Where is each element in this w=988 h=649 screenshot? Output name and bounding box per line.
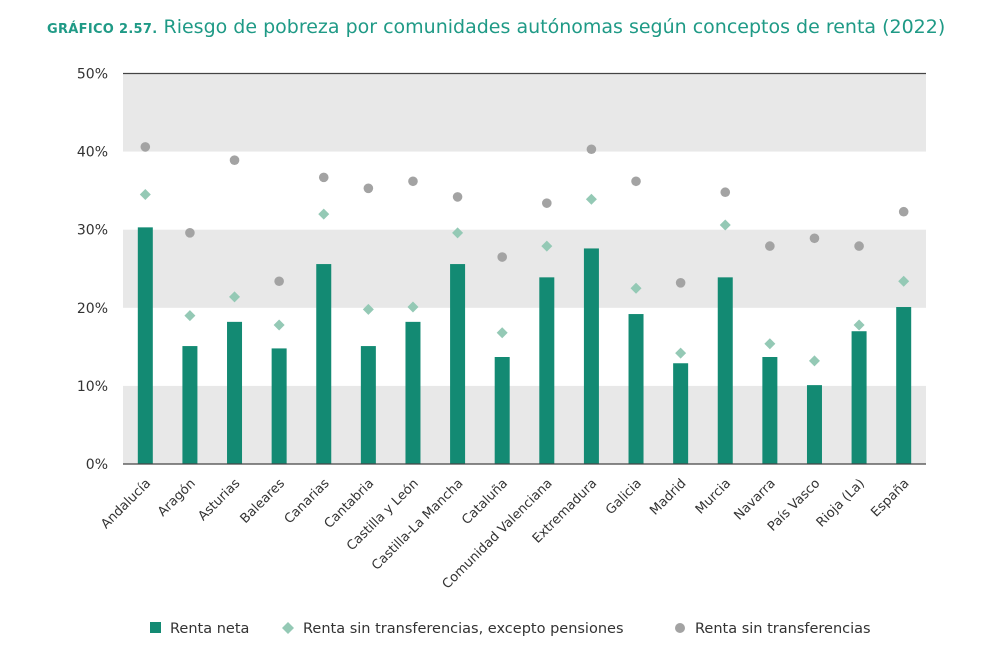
- y-tick-label: 40%: [77, 145, 108, 161]
- y-tick-label: 10%: [77, 379, 108, 395]
- diamond-marker: [764, 338, 776, 350]
- bar-renta-neta: [182, 346, 198, 464]
- bar-renta-neta: [137, 227, 153, 464]
- bar-renta-neta: [271, 348, 287, 464]
- bar-renta-neta: [851, 331, 867, 464]
- diamond-marker: [541, 240, 553, 252]
- diamond-marker: [229, 291, 241, 303]
- diamond-marker: [407, 301, 419, 313]
- legend-circle-icon: [675, 623, 685, 633]
- circle-marker: [542, 198, 552, 208]
- x-tick-label: Murcia: [693, 476, 734, 517]
- circle-marker: [720, 187, 731, 198]
- bar-renta-neta: [762, 357, 778, 464]
- circle-marker: [452, 192, 463, 202]
- x-tick-label: Baleares: [238, 476, 289, 527]
- diamond-marker: [630, 282, 642, 294]
- bar-renta-neta: [360, 346, 376, 464]
- bar-renta-neta: [896, 307, 912, 464]
- diamond-marker: [184, 310, 196, 322]
- legend-diamond-icon: [282, 622, 294, 634]
- diamond-marker: [719, 219, 731, 231]
- legend-bar-icon: [150, 622, 161, 633]
- chart-title-text: Riesgo de pobreza por comunidades autóno…: [163, 16, 946, 38]
- circle-marker: [185, 228, 195, 238]
- circle-marker: [363, 183, 374, 194]
- bar-renta-neta: [806, 385, 822, 464]
- bar-renta-neta: [494, 357, 510, 464]
- legend-label: Renta neta: [170, 621, 249, 637]
- y-tick-label: 20%: [77, 301, 108, 317]
- diamond-marker: [898, 275, 910, 287]
- circle-marker: [631, 176, 641, 187]
- bar-renta-neta: [227, 321, 243, 464]
- circle-marker: [229, 155, 240, 165]
- diamond-marker: [452, 227, 464, 239]
- bar-renta-neta: [405, 321, 421, 464]
- grid-band: [123, 385, 926, 464]
- circle-marker: [140, 142, 151, 152]
- bar-renta-neta: [539, 277, 555, 464]
- bar-renta-neta: [450, 264, 466, 464]
- legend-label: Renta sin transferencias: [695, 621, 871, 637]
- grid-band: [123, 229, 926, 308]
- grid-band: [123, 73, 926, 152]
- diamond-marker: [808, 355, 820, 367]
- x-tick-label: Aragón: [155, 476, 199, 520]
- diamond-marker: [675, 347, 687, 359]
- circle-marker: [497, 252, 507, 262]
- y-tick-label: 0%: [86, 457, 108, 473]
- chart-title-number: GRÁFICO 2.57.: [47, 22, 158, 37]
- diamond-marker: [139, 189, 151, 201]
- x-tick-label: Madrid: [647, 476, 689, 518]
- bar-renta-neta: [673, 363, 689, 464]
- y-tick-label: 50%: [77, 67, 108, 83]
- x-tick-label: Rioja (La): [814, 476, 868, 530]
- bar-renta-neta: [316, 264, 332, 464]
- circle-marker: [408, 176, 418, 187]
- diamond-marker: [362, 303, 374, 315]
- diamond-marker: [585, 193, 597, 205]
- diamond-marker: [853, 319, 865, 331]
- diamond-marker: [273, 319, 285, 331]
- chart-title: GRÁFICO 2.57. Riesgo de pobreza por comun…: [47, 16, 945, 38]
- x-tick-label: Andalucía: [98, 476, 154, 532]
- circle-marker: [675, 278, 686, 288]
- circle-marker: [898, 206, 909, 217]
- diamond-marker: [496, 327, 508, 339]
- x-tick-label: Asturias: [195, 476, 243, 524]
- bar-renta-neta: [583, 248, 599, 464]
- circle-marker: [586, 144, 597, 155]
- circle-marker: [318, 172, 329, 183]
- circle-marker: [274, 276, 284, 287]
- circle-marker: [854, 241, 864, 251]
- x-tick-label: España: [868, 476, 912, 520]
- bar-renta-neta: [628, 314, 644, 464]
- legend-label: Renta sin transferencias, excepto pensio…: [303, 621, 624, 637]
- diamond-marker: [318, 208, 330, 220]
- y-tick-label: 30%: [77, 223, 108, 239]
- x-tick-label: Galicia: [603, 476, 645, 518]
- bar-renta-neta: [717, 277, 733, 464]
- circle-marker: [765, 241, 775, 251]
- circle-marker: [809, 233, 820, 244]
